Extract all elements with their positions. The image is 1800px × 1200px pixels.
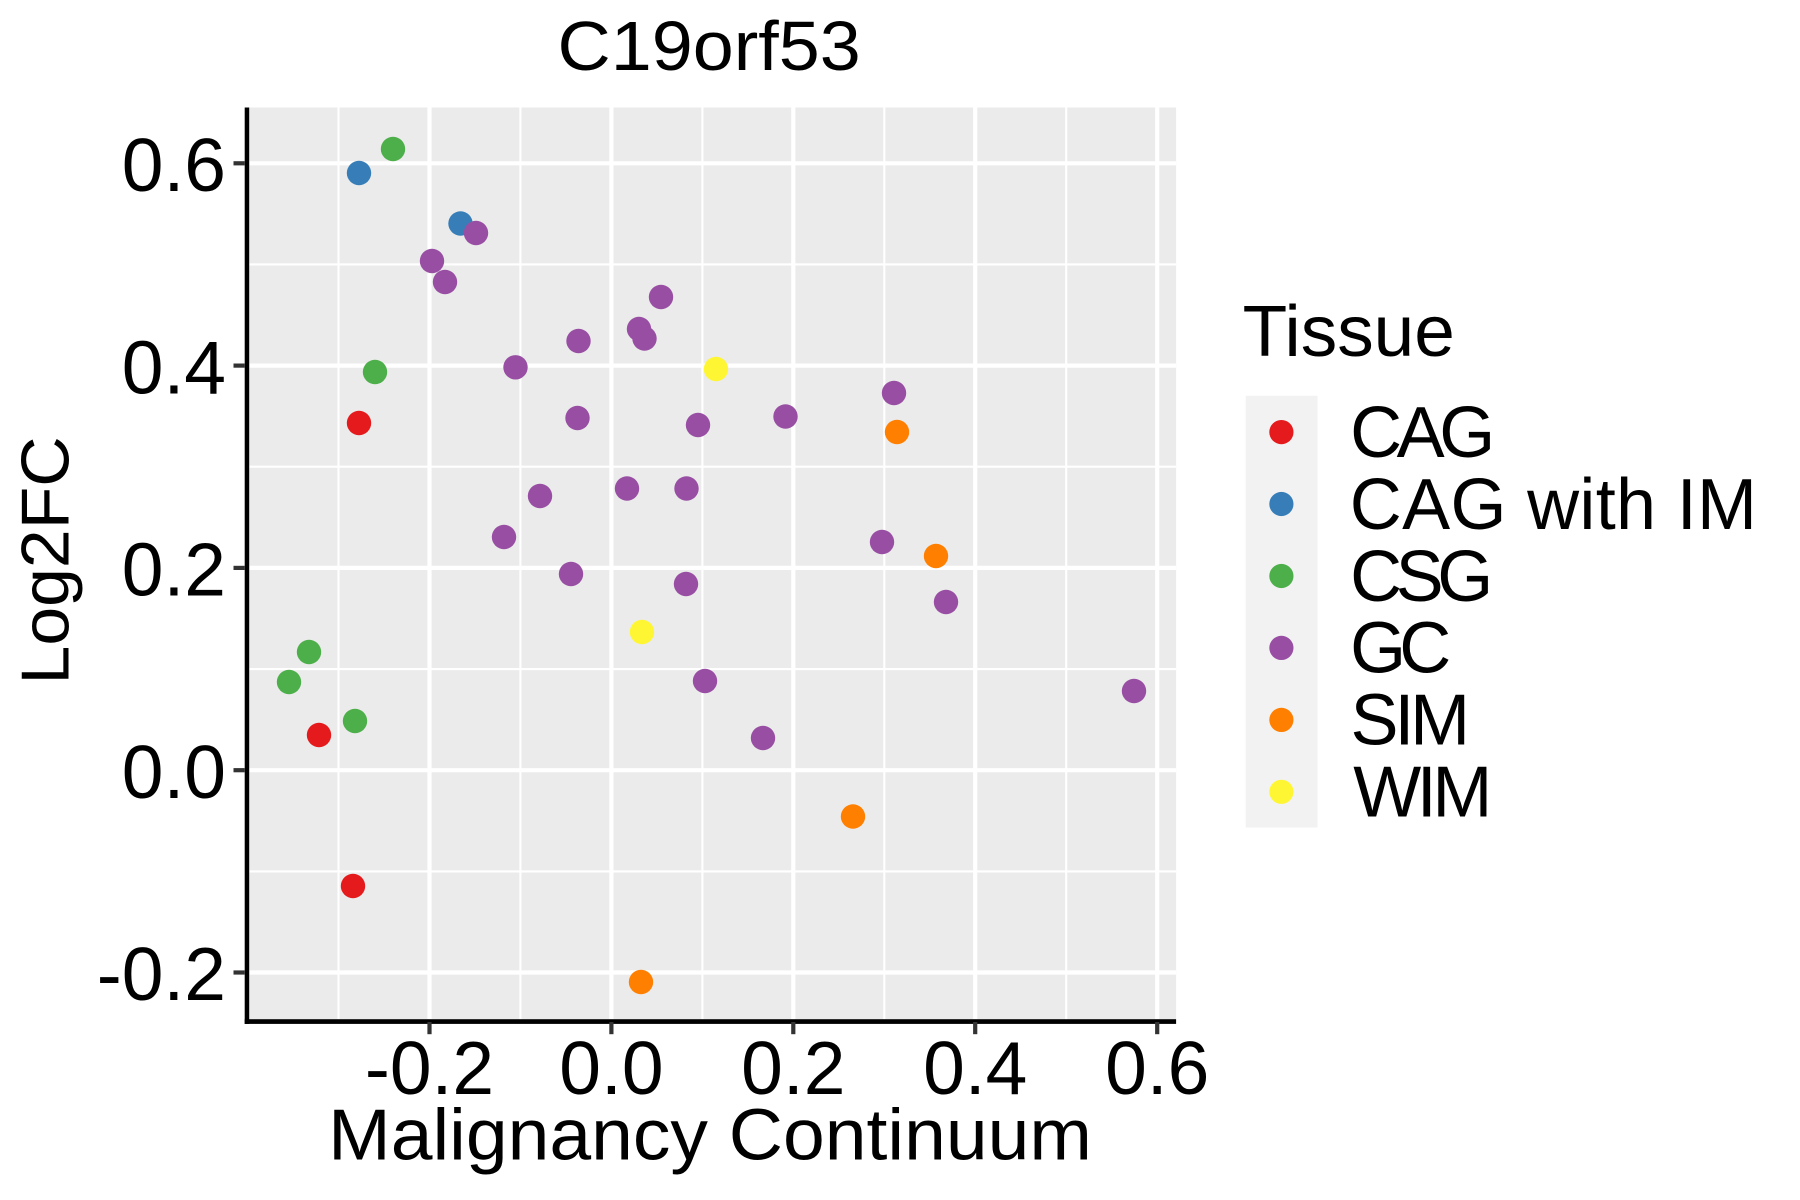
svg-text:C19orf53: C19orf53 (558, 7, 861, 85)
svg-text:0.4: 0.4 (923, 1026, 1027, 1110)
svg-text:0.0: 0.0 (122, 730, 226, 814)
svg-text:CSG: CSG (1350, 537, 1493, 617)
svg-text:GC: GC (1350, 609, 1451, 689)
svg-text:0.6: 0.6 (122, 123, 226, 207)
svg-text:WIM: WIM (1353, 753, 1492, 833)
svg-text:SIM: SIM (1351, 681, 1471, 761)
svg-text:0.0: 0.0 (559, 1026, 663, 1110)
svg-text:-0.2: -0.2 (97, 932, 226, 1016)
svg-text:Malignancy Continuum: Malignancy Continuum (328, 1095, 1092, 1176)
svg-text:0.4: 0.4 (122, 325, 226, 409)
svg-text:-0.2: -0.2 (365, 1026, 494, 1110)
svg-text:0.2: 0.2 (741, 1026, 845, 1110)
svg-text:CAG: CAG (1350, 393, 1495, 473)
svg-text:Tissue: Tissue (1243, 291, 1455, 372)
svg-text:0.2: 0.2 (122, 528, 226, 612)
svg-text:0.6: 0.6 (1105, 1026, 1209, 1110)
svg-text:CAG with IM: CAG with IM (1350, 465, 1757, 545)
svg-text:Log2FC: Log2FC (8, 436, 84, 684)
